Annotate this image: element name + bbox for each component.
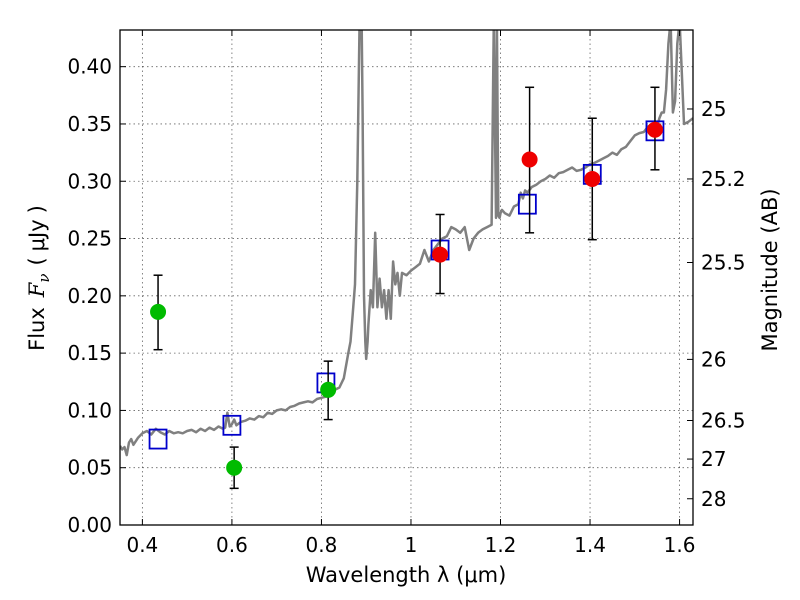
y-tick-label: 0.10 [67,398,112,422]
tick-labels: 0.4 0.6 0.8 1 1.2 1.4 1.6 0.00 0.05 0.10 0.15 0.20 0… [67,55,745,557]
grid [120,30,693,526]
x-tick-label: 0.4 [126,533,158,557]
right-tick-label: 26.5 [701,408,746,432]
x-tick-label: 0.8 [306,533,338,557]
x-tick-label: 1.4 [574,533,606,557]
y-axis-label: Flux Fν ( μJy) [25,205,53,351]
right-axis-label: Magnitude (AB) [758,188,782,351]
right-tick-label: 26 [701,347,726,371]
ticks [120,30,693,526]
right-tick-label: 25.2 [701,167,746,191]
y-axis-label-paren-open: ( [25,257,49,265]
axes-frame [119,29,694,526]
green-data-point [320,381,337,398]
x-tick-label: 1.6 [664,533,696,557]
plot-area [120,30,693,490]
right-tick-label: 25.5 [701,251,746,275]
points-layer [150,121,663,476]
y-tick-label: 0.05 [67,456,112,480]
errorbar-layer [153,86,660,490]
model-box-marker [222,414,242,436]
y-tick-label: 0.40 [67,55,112,79]
right-tick-label: 25 [701,97,726,121]
y-tick-label: 0.25 [67,227,112,251]
y-axis-label-paren-close: ) [25,205,49,213]
y-axis-label-word: Flux [25,307,49,351]
model-box-layer [148,120,665,450]
red-data-point [646,121,663,138]
green-data-point [150,303,167,320]
red-data-point [584,170,601,187]
y-axis-label-symbol: F [25,281,49,298]
red-data-point [432,246,449,263]
x-tick-label: 1 [405,533,418,557]
spectrum-layer [120,30,693,457]
green-data-point [226,459,243,476]
y-tick-label: 0.00 [67,513,112,537]
y-axis-label-unit: μJy [25,219,49,251]
x-tick-label: 0.6 [216,533,248,557]
red-data-point [521,151,538,168]
model-box-marker [148,428,168,450]
model-box-marker [517,193,537,215]
x-axis-label: Wavelength λ (μm) [306,563,507,587]
y-tick-label: 0.35 [67,112,112,136]
right-tick-label: 28 [701,487,726,511]
y-tick-label: 0.20 [67,284,112,308]
y-tick-label: 0.15 [67,341,112,365]
spectrum-line [120,30,693,457]
x-tick-label: 1.2 [485,533,517,557]
y-tick-label: 0.30 [67,169,112,193]
y-axis-label-subscript: ν [35,274,53,283]
right-tick-label: 27 [701,447,726,471]
